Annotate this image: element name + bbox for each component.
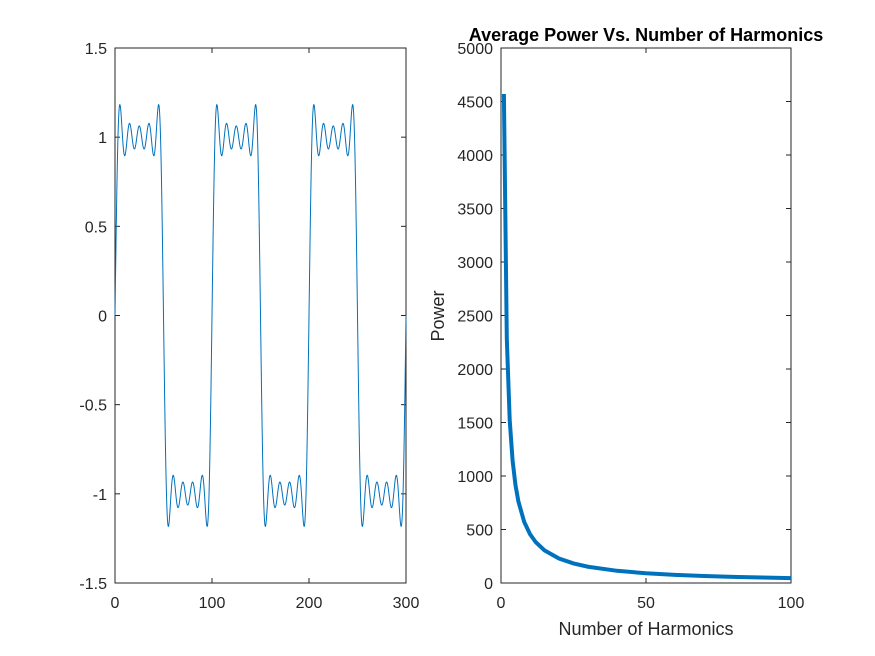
right-x-axis-label: Number of Harmonics [558, 619, 733, 639]
left-ticks [114, 47, 407, 584]
y-tick-label: 1500 [457, 416, 493, 433]
right-y-axis-label: Power [428, 290, 448, 341]
x-tick-label: 100 [199, 595, 226, 612]
y-tick-label: 1.5 [85, 41, 107, 58]
right-tick-labels: 0 50 1000500100015002000250030003500400045… [457, 41, 804, 612]
x-tick-label: 0 [497, 595, 506, 612]
y-tick-label: 2000 [457, 362, 493, 379]
right-series-line [501, 93, 792, 581]
y-tick-label: 5000 [457, 41, 493, 58]
y-tick-label: 0 [484, 576, 493, 593]
y-tick-label: 3500 [457, 202, 493, 219]
right-chart-title: Average Power Vs. Number of Harmonics [469, 25, 823, 45]
x-tick-label: 300 [393, 595, 420, 612]
y-tick-label: 0 [98, 309, 107, 326]
y-tick-label: 0.5 [85, 219, 107, 236]
y-tick-label: 4500 [457, 95, 493, 112]
x-tick-label: 100 [778, 595, 805, 612]
right-axes: 0 50 1000500100015002000250030003500400045… [428, 25, 823, 639]
y-tick-label: 1 [98, 130, 107, 147]
x-tick-label: 200 [296, 595, 323, 612]
y-tick-label: 1000 [457, 469, 493, 486]
x-tick-label: 0 [111, 595, 120, 612]
y-tick-label: 3000 [457, 255, 493, 272]
right-ticks [500, 47, 792, 584]
y-tick-label: -0.5 [79, 398, 107, 415]
left-tick-labels: 0 100 200 300 -1.5 -1 -0.5 0 0.5 1 1.5 [79, 41, 419, 612]
y-tick-label: 4000 [457, 148, 493, 165]
y-tick-label: 2500 [457, 309, 493, 326]
x-tick-label: 50 [637, 595, 655, 612]
left-series-line [114, 103, 407, 528]
y-tick-label: -1 [93, 487, 107, 504]
left-axes: 0 100 200 300 -1.5 -1 -0.5 0 0.5 1 1.5 [79, 41, 419, 612]
y-tick-label: -1.5 [79, 576, 107, 593]
y-tick-label: 500 [466, 523, 493, 540]
right-plot-area [500, 47, 792, 584]
